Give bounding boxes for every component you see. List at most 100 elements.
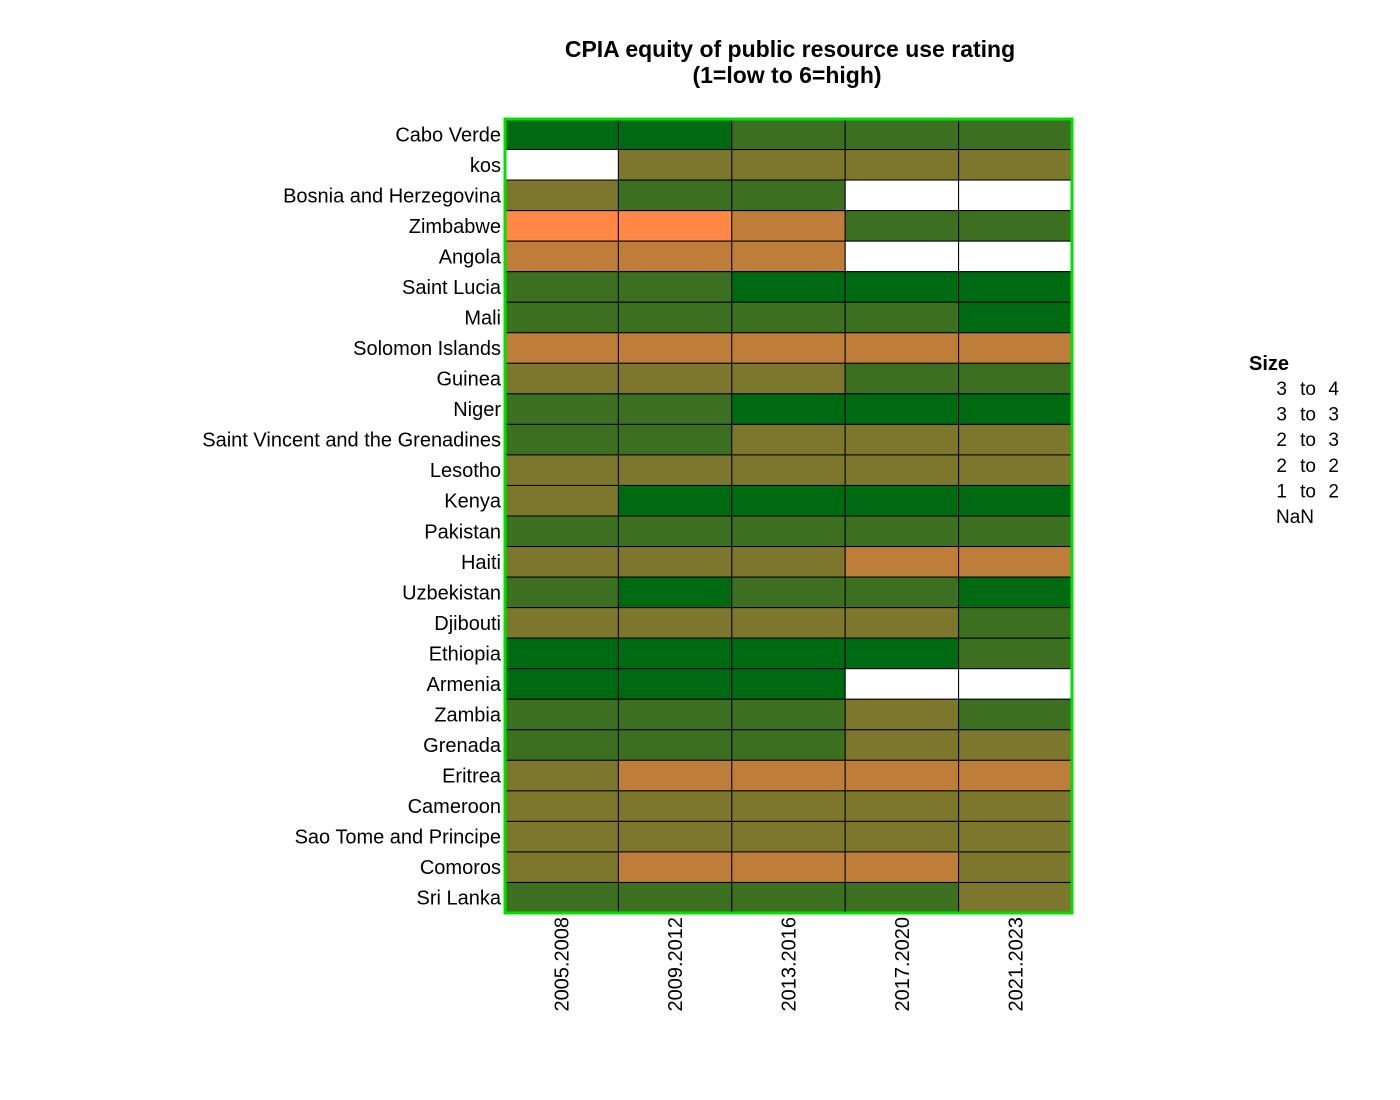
heatmap-cell [731, 301, 846, 334]
heatmap-cell [844, 210, 960, 242]
row-label: kos [470, 155, 501, 177]
heatmap-cell [844, 576, 960, 609]
heatmap-cell [731, 881, 846, 914]
heatmap-cell [958, 301, 1073, 334]
chart-title: CPIA equity of public resource use ratin… [565, 36, 1015, 62]
heatmap-cell [504, 362, 619, 395]
heatmap-cell [617, 362, 733, 395]
heatmap-cell [617, 393, 733, 425]
legend-range-low: 2 [1276, 456, 1287, 477]
heatmap-cell [731, 118, 846, 151]
row-label: Pakistan [424, 521, 501, 543]
heatmap-cell [958, 881, 1073, 914]
heatmap-cell [958, 393, 1073, 425]
row-label: Zambia [434, 705, 502, 727]
legend: Size 3 to 4 3 to 3 2 to 3 2 to 2 1 to 2 NaN [1249, 353, 1339, 528]
heatmap-cell [958, 759, 1073, 792]
heatmap-cell [617, 423, 733, 456]
heatmap-cell [504, 423, 619, 456]
heatmap-cell [958, 332, 1073, 364]
heatmap-cell [844, 332, 960, 364]
heatmap-cell [617, 698, 733, 731]
heatmap-cell [731, 362, 846, 395]
heatmap-cell [844, 179, 960, 212]
row-label: Ethiopia [429, 643, 502, 665]
column-label: 2017.2020 [892, 917, 914, 1012]
heatmap-cell [731, 484, 846, 517]
heatmap-cell [844, 271, 960, 303]
heatmap-cell [958, 729, 1073, 761]
plot-frame [503, 117, 1074, 915]
row-label: Cameroon [408, 796, 501, 818]
legend-range-low: 2 [1276, 430, 1287, 451]
row-label: Guinea [437, 369, 502, 391]
heatmap-cell [844, 881, 960, 914]
row-label: Grenada [423, 735, 502, 757]
legend-range-high: 3 [1328, 430, 1339, 451]
heatmap-cell [617, 790, 733, 822]
row-label: Kenya [444, 491, 502, 513]
heatmap-cell [504, 729, 619, 761]
row-label: Eritrea [442, 766, 502, 788]
legend-nan-label: NaN [1276, 507, 1314, 528]
legend-range-sep: to [1300, 456, 1316, 477]
row-labels: Cabo Verde kos Bosnia and Herzegovina Zimba… [202, 124, 502, 909]
heatmap-cell [617, 607, 733, 639]
legend-range-sep: to [1300, 430, 1316, 451]
heatmap-cell [844, 240, 960, 273]
heatmap-cell [844, 515, 960, 548]
row-label: Solomon Islands [353, 338, 501, 360]
row-label: Bosnia and Herzegovina [283, 185, 502, 207]
heatmap-cell [504, 332, 619, 364]
heatmap-cell [731, 454, 846, 486]
heatmap-cell [504, 149, 619, 181]
row-label: Saint Vincent and the Grenadines [202, 430, 501, 452]
heatmap-cell [958, 851, 1073, 883]
heatmap-cell [958, 271, 1073, 303]
heatmap-cell [504, 881, 619, 914]
heatmap-cell [844, 851, 960, 883]
heatmap-cell [504, 759, 619, 792]
heatmap-cell [958, 637, 1073, 670]
heatmap-cell [617, 240, 733, 273]
heatmap-cell [504, 271, 619, 303]
heatmap-cell [731, 851, 846, 883]
heatmap-cell [958, 210, 1073, 242]
heatmap-cell [958, 118, 1073, 151]
heatmap-cell [844, 698, 960, 731]
legend-range-sep: to [1300, 405, 1316, 426]
heatmap-cell [731, 729, 846, 761]
row-label: Lesotho [430, 460, 501, 482]
heatmap-cell [958, 546, 1073, 578]
column-label: 2005.2008 [552, 917, 574, 1012]
heatmap-cell [731, 698, 846, 731]
heatmap-cell [617, 301, 733, 334]
heatmap-cell [504, 790, 619, 822]
heatmap-cell [731, 546, 846, 578]
heatmap-cell [844, 820, 960, 853]
heatmap-cell [504, 484, 619, 517]
heatmap-cell [731, 149, 846, 181]
heatmap-cell [844, 423, 960, 456]
heatmap-cell [504, 546, 619, 578]
heatmap-cell [731, 240, 846, 273]
heatmap-cell [844, 454, 960, 486]
row-label: Saint Lucia [402, 277, 502, 299]
heatmap-cell [844, 484, 960, 517]
column-label: 2021.2023 [1005, 917, 1027, 1012]
heatmap-cell [731, 820, 846, 853]
heatmap-cell [958, 362, 1073, 395]
heatmap-cell [617, 851, 733, 883]
heatmap-cell [617, 668, 733, 700]
heatmap-cell [958, 240, 1073, 273]
heatmap-cell [844, 118, 960, 151]
heatmap-cell [731, 790, 846, 822]
heatmap-cell [844, 607, 960, 639]
legend-range-high: 4 [1328, 379, 1339, 400]
heatmap-cell [504, 454, 619, 486]
row-label: Sri Lanka [417, 888, 502, 910]
legend-title: Size [1249, 353, 1289, 375]
heatmap-cell [617, 454, 733, 486]
heatmap-cell [731, 179, 846, 212]
heatmap-cell [617, 210, 733, 242]
